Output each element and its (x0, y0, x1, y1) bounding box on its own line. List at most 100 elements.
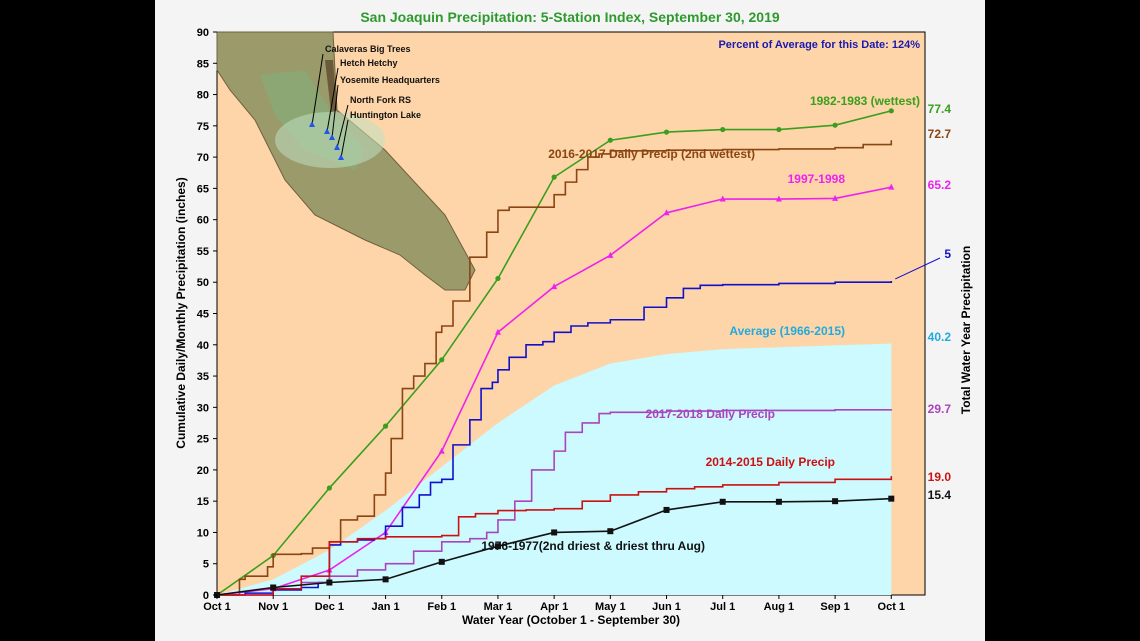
series-line-6 (217, 476, 893, 596)
series-total-2: 72.7 (928, 127, 952, 141)
y-tick-label-5: 25 (197, 434, 209, 446)
x-axis-label: Water Year (October 1 - September 30) (462, 613, 680, 627)
map-pointer-3 (336, 104, 349, 149)
series-1-point-3 (382, 423, 389, 429)
y-tick-label-2: 10 (197, 527, 209, 539)
series-3-point-11 (832, 194, 839, 201)
map-label-2: Yosemite Headquarters (340, 75, 440, 85)
y-tick-label-15: 75 (197, 121, 209, 133)
x-tick-label-8: Jun 1 (652, 601, 681, 613)
map-pointer-1 (326, 67, 339, 133)
map-station-marker-4 (338, 154, 344, 160)
series-1-point-10 (776, 126, 782, 133)
series-layer (214, 108, 895, 598)
x-tick-label-0: Oct 1 (203, 601, 231, 613)
x-tick-label-3: Jan 1 (372, 601, 400, 613)
x-tick-label-5: Mar 1 (484, 601, 513, 613)
y-tick-label-11: 55 (197, 246, 209, 258)
chart-title: San Joaquin Precipitation: 5-Station Ind… (360, 9, 780, 25)
series-3-point-7 (607, 251, 614, 258)
series-total-3: 65.2 (928, 178, 952, 192)
series-line-4 (217, 280, 893, 596)
total-arrow (895, 257, 941, 280)
series-1-point-6 (551, 174, 557, 180)
chart-panel: Calaveras Big Trees Hetch Hetchy Yosemite … (155, 0, 985, 641)
x-tick-label-6: Apr 1 (540, 601, 568, 613)
series-7-point-2 (326, 579, 333, 586)
map-station-marker-0 (309, 121, 315, 127)
series-7-point-10 (775, 498, 782, 505)
series-1-point-9 (720, 126, 726, 133)
y-tick-label-14: 70 (197, 152, 209, 164)
series-total-7: 15.4 (928, 488, 952, 502)
series-7-point-6 (551, 529, 558, 536)
series-7-point-11 (832, 498, 839, 505)
y-tick-label-7: 35 (197, 371, 209, 383)
x-tick-label-1: Nov 1 (258, 601, 288, 613)
map-station-marker-2 (329, 134, 335, 140)
y-tick-label-8: 40 (197, 340, 209, 352)
y-tick-label-16: 80 (197, 90, 209, 102)
y-tick-label-13: 65 (197, 183, 209, 195)
series-name-3: 1997-1998 (788, 172, 846, 186)
series-1-point-7 (607, 137, 613, 143)
y-tick-label-1: 5 (203, 559, 209, 571)
y-tick-label-10: 50 (197, 277, 209, 289)
map-pointer-0 (311, 53, 324, 126)
y-tick-label-6: 30 (197, 402, 209, 414)
map-station-labels: Calaveras Big Trees Hetch Hetchy Yosemite … (309, 44, 440, 160)
y-tick-label-0: 0 (203, 590, 209, 602)
series-name-1: 1982-1983 (wettest) (810, 94, 920, 108)
series-name-6: 2014-2015 Daily Precip (706, 455, 835, 469)
series-7-point-8 (663, 506, 670, 513)
series-1-point-12 (888, 108, 894, 114)
x-tick-label-7: May 1 (595, 601, 626, 613)
percent-of-average: Percent of Average for this Date: 124% (718, 39, 920, 51)
series-7-point-5 (494, 543, 501, 550)
map-label-0: Calaveras Big Trees (325, 44, 411, 54)
series-total-1: 77.4 (928, 102, 952, 116)
series-7-point-12 (888, 495, 895, 502)
series-3-point-9 (719, 195, 726, 202)
series-7-point-1 (270, 584, 277, 591)
series-1-point-2 (326, 485, 332, 491)
map-label-1: Hetch Hetchy (340, 58, 398, 68)
y-axis-label-right: Total Water Year Precipitation (959, 246, 973, 415)
series-1-point-11 (832, 122, 838, 128)
x-tick-label-2: Dec 1 (315, 601, 344, 613)
x-tick-label-11: Sep 1 (820, 601, 849, 613)
series-1-point-8 (663, 129, 670, 135)
series-3-point-5 (494, 328, 501, 335)
axis-layer: 0 5 10 15 20 25 30 35 40 45 50 55 60 65 70 75 80 85 90 Oct … (197, 27, 905, 613)
series-1-point-4 (439, 357, 445, 363)
map-label-4: Huntington Lake (350, 110, 421, 120)
series-7-point-9 (719, 498, 726, 505)
y-tick-label-17: 85 (197, 58, 209, 70)
series-3-point-12 (888, 183, 895, 190)
series-7-point-4 (438, 558, 445, 565)
label-layer: Average (1966-2015) 40.2 1982-1983 (wettes… (481, 94, 951, 553)
x-tick-label-10: Aug 1 (764, 601, 795, 613)
map-pointer-4 (340, 119, 349, 159)
series-total-5: 29.7 (928, 402, 952, 416)
series-7-point-7 (607, 528, 614, 535)
map-label-3: North Fork RS (350, 95, 411, 105)
series-name-2: 2016-2017 Daily Precip (2nd wettest) (548, 147, 755, 161)
map-station-marker-3 (334, 144, 340, 150)
x-tick-label-9: Jul 1 (710, 601, 735, 613)
series-name-7: 1976-1977(2nd driest & driest thru Aug) (481, 539, 705, 553)
y-axis-label: Cumulative Daily/Monthly Precipitation (… (174, 177, 188, 448)
y-tick-label-4: 20 (197, 465, 209, 477)
series-3-point-4 (438, 447, 445, 454)
series-7-point-3 (382, 576, 389, 583)
y-tick-label-12: 60 (197, 215, 209, 227)
y-tick-label-3: 15 (197, 496, 209, 508)
series-total-6: 19.0 (928, 470, 952, 484)
series-3-point-8 (663, 209, 670, 216)
series-1-point-5 (495, 275, 501, 282)
series-name-5: 2017-2018 Daily Precip (646, 407, 775, 421)
series-name-0: Average (1966-2015) (729, 324, 845, 338)
series-3-point-10 (775, 195, 782, 202)
series-line-2 (217, 140, 893, 596)
precipitation-chart: Calaveras Big Trees Hetch Hetchy Yosemite … (174, 9, 973, 627)
